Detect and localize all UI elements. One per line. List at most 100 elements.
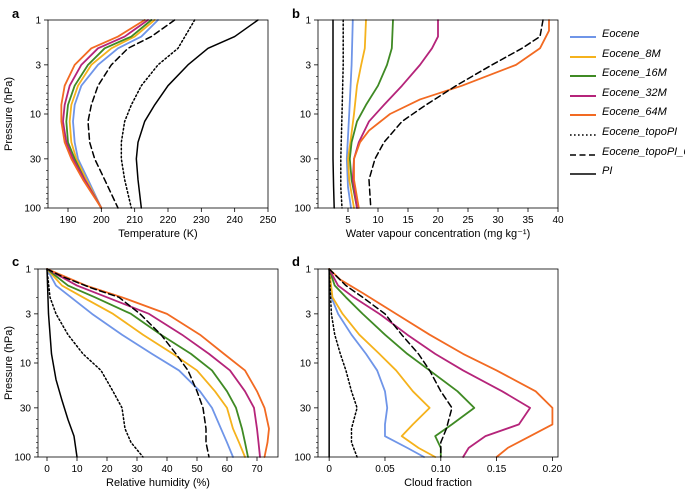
series-line-eocene-topopi-64m [368, 19, 544, 209]
series-line-eocene-64m [328, 268, 554, 458]
y-tick-label: 30 [300, 154, 312, 165]
series-line-eocene-topopi-64m [328, 268, 453, 458]
x-tick-label: 40 [161, 464, 173, 475]
x-tick-label: 20 [432, 215, 444, 226]
y-tick-label: 30 [30, 154, 42, 165]
series-line-eocene-64m [46, 268, 270, 458]
x-tick-label: 220 [160, 215, 177, 226]
series-line-eocene-64m [60, 19, 146, 209]
series-line-pi [135, 19, 259, 209]
series-line-eocene-32m [46, 268, 261, 458]
legend-item: Eocene_16M [570, 67, 682, 87]
x-axis-label: Temperature (K) [118, 228, 197, 240]
series-line-eocene-8m [328, 268, 437, 458]
y-tick-label: 1 [305, 16, 311, 27]
x-tick-label: 30 [131, 464, 143, 475]
y-tick-label: 3 [35, 60, 41, 71]
legend-item: Eocene_32M [570, 87, 682, 107]
series-line-pi [332, 19, 335, 209]
y-tick-label: 1 [25, 265, 31, 276]
legend-item: Eocene_64M [570, 106, 682, 126]
x-tick-label: 0 [44, 464, 50, 475]
x-tick-label: 50 [191, 464, 203, 475]
legend-item: Eocene [570, 28, 682, 48]
series-group [60, 19, 259, 209]
series-line-pi [46, 268, 78, 458]
x-tick-label: 210 [126, 215, 143, 226]
x-tick-label: 0.15 [487, 464, 507, 475]
x-tick-label: 20 [101, 464, 113, 475]
x-tick-label: 0 [326, 464, 332, 475]
legend-item: Eocene_topoPI_64M [570, 145, 685, 166]
x-tick-label: 60 [221, 464, 233, 475]
y-tick-label: 3 [25, 309, 31, 320]
panel-label: b [292, 6, 300, 21]
series-line-eocene-32m [62, 19, 149, 209]
y-axis-label: Pressure (hPa) [3, 326, 15, 400]
series-line-eocene-topopi [46, 268, 144, 458]
plot-frame [47, 19, 269, 209]
series-line-eocene-16m [46, 268, 249, 458]
x-tick-label: 30 [492, 215, 504, 226]
y-tick-label: 10 [300, 359, 312, 370]
legend-label: Eocene_64M [602, 106, 667, 119]
y-tick-label: 100 [294, 453, 311, 464]
legend-label: Eocene_topoPI_64M [602, 145, 685, 158]
y-tick-label: 30 [300, 403, 312, 414]
y-tick-label: 100 [24, 204, 41, 215]
series-line-eocene-topopi [340, 19, 344, 209]
x-axis-label: Cloud fraction [404, 477, 472, 489]
legend-item: Eocene_topoPI [570, 126, 682, 146]
y-tick-label: 100 [294, 204, 311, 215]
series-line-eocene-16m [348, 19, 394, 209]
x-tick-label: 70 [251, 464, 263, 475]
panel-label: a [12, 6, 20, 21]
legend: Eocene Eocene_8M Eocene_16M Eocene_32M E… [570, 28, 685, 185]
series-line-eocene [72, 19, 159, 209]
series-line-eocene-topopi-64m [46, 268, 210, 458]
series-line-eocene-topopi-64m [87, 19, 176, 209]
y-axis-label: Pressure (hPa) [3, 77, 15, 151]
legend-label: Eocene_32M [602, 86, 667, 99]
series-line-eocene-16m [65, 19, 153, 209]
x-tick-label: 5 [345, 215, 351, 226]
legend-label: PI [602, 165, 613, 178]
y-tick-label: 10 [300, 110, 312, 121]
x-tick-label: 240 [226, 215, 243, 226]
series-group [46, 268, 270, 458]
series-line-eocene-topopi [120, 19, 196, 209]
x-tick-label: 190 [60, 215, 77, 226]
x-tick-label: 200 [93, 215, 110, 226]
x-tick-label: 250 [260, 215, 277, 226]
x-tick-label: 15 [402, 215, 414, 226]
x-tick-label: 10 [71, 464, 83, 475]
series-line-eocene-64m [353, 19, 550, 209]
series-line-eocene [328, 268, 425, 458]
y-tick-label: 1 [35, 16, 41, 27]
y-tick-label: 30 [20, 403, 32, 414]
panel-b: b 5 10 15 20 25 30 35 40 1 3 10 30 100 Water vapour co… [292, 6, 564, 240]
y-tick-label: 1 [305, 265, 311, 276]
x-tick-label: 0.05 [375, 464, 395, 475]
x-tick-label: 0.20 [543, 464, 563, 475]
series-line-eocene [46, 268, 234, 458]
legend-item: Eocene_8M [570, 48, 682, 68]
x-tick-label: 0.10 [431, 464, 451, 475]
panel-a: a 190 200 210 220 230 240 250 1 3 10 30 100 Temperatu… [3, 6, 277, 240]
y-tick-label: 10 [30, 110, 42, 121]
series-line-eocene-8m [347, 19, 367, 209]
x-tick-label: 35 [522, 215, 534, 226]
panel-label: d [292, 254, 300, 269]
legend-label: Eocene_16M [602, 67, 667, 80]
legend-label: Eocene_topoPI [602, 125, 678, 138]
series-line-eocene-8m [46, 268, 246, 458]
y-tick-label: 3 [305, 60, 311, 71]
x-tick-label: 230 [193, 215, 210, 226]
series-line-eocene [345, 19, 354, 209]
legend-item: PI [570, 165, 682, 185]
legend-label: Eocene [602, 28, 640, 40]
series-line-eocene-8m [68, 19, 156, 209]
x-tick-label: 10 [372, 215, 384, 226]
y-tick-label: 3 [305, 309, 311, 320]
